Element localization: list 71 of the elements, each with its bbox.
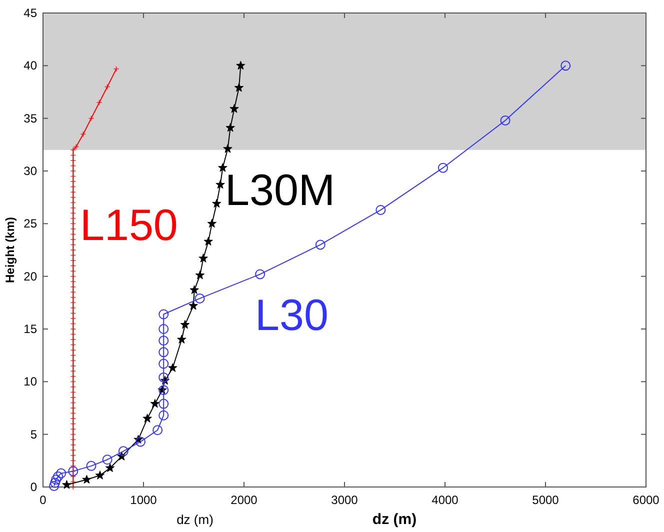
series-label: L30M	[225, 166, 336, 215]
point	[218, 162, 228, 172]
point	[230, 104, 239, 113]
point	[53, 471, 64, 482]
y-tick-label: 25	[24, 216, 38, 231]
point	[212, 198, 222, 208]
point	[56, 468, 66, 478]
y-tick-label: 5	[30, 427, 38, 442]
point	[234, 82, 244, 92]
point	[236, 60, 246, 70]
point	[152, 425, 163, 436]
point	[158, 324, 169, 334]
y-tick-label: 30	[24, 164, 38, 178]
point	[180, 320, 190, 329]
point	[223, 144, 232, 153]
point	[118, 446, 128, 456]
point	[158, 398, 169, 409]
y-axis-title: Height (km)	[3, 216, 17, 283]
point	[158, 358, 169, 369]
point	[438, 162, 448, 173]
point	[86, 460, 96, 471]
y-tick-label: 10	[24, 374, 38, 389]
point	[158, 347, 169, 358]
point	[82, 474, 92, 484]
x-tick-label: 6000	[632, 493, 660, 507]
point	[255, 269, 266, 280]
x-tick-label: 2000	[230, 493, 258, 507]
x-tick-label: 5000	[532, 493, 560, 507]
point	[315, 240, 326, 250]
point	[158, 372, 169, 382]
point	[194, 293, 205, 304]
y-tick-label: 0	[30, 480, 38, 494]
series-label: L30	[255, 291, 328, 340]
point	[142, 414, 152, 423]
point	[195, 270, 205, 280]
point	[198, 254, 208, 262]
point	[190, 285, 199, 294]
x-tick-label: 4000	[432, 493, 459, 507]
text: dz (m)	[176, 512, 214, 527]
point	[50, 478, 60, 488]
point	[207, 218, 217, 228]
point	[158, 410, 169, 420]
point	[204, 236, 213, 246]
point	[51, 474, 62, 485]
point	[135, 436, 146, 447]
point	[105, 463, 115, 472]
point	[560, 60, 571, 71]
point	[177, 334, 186, 344]
point	[188, 300, 198, 310]
x-axis-title: dz (m)	[372, 511, 417, 528]
point	[102, 454, 112, 465]
x-tick-label: 3000	[331, 493, 358, 507]
point	[49, 480, 60, 491]
point	[62, 480, 72, 489]
y-tick-label: 20	[24, 269, 38, 284]
point	[226, 122, 235, 132]
x-tick-label: 0	[40, 493, 47, 507]
point	[376, 204, 386, 215]
series-label: L150	[80, 201, 178, 250]
point	[500, 115, 510, 126]
y-tick-label: 45	[24, 6, 38, 20]
point	[168, 363, 178, 372]
point	[158, 336, 169, 346]
y-tick-label: 15	[24, 322, 38, 336]
y-tick-label: 35	[24, 111, 38, 126]
point	[95, 470, 105, 480]
point	[150, 398, 160, 408]
point	[216, 180, 225, 189]
point	[158, 309, 169, 320]
x-tick-label: 1000	[130, 493, 158, 507]
y-tick-label: 40	[24, 58, 38, 73]
